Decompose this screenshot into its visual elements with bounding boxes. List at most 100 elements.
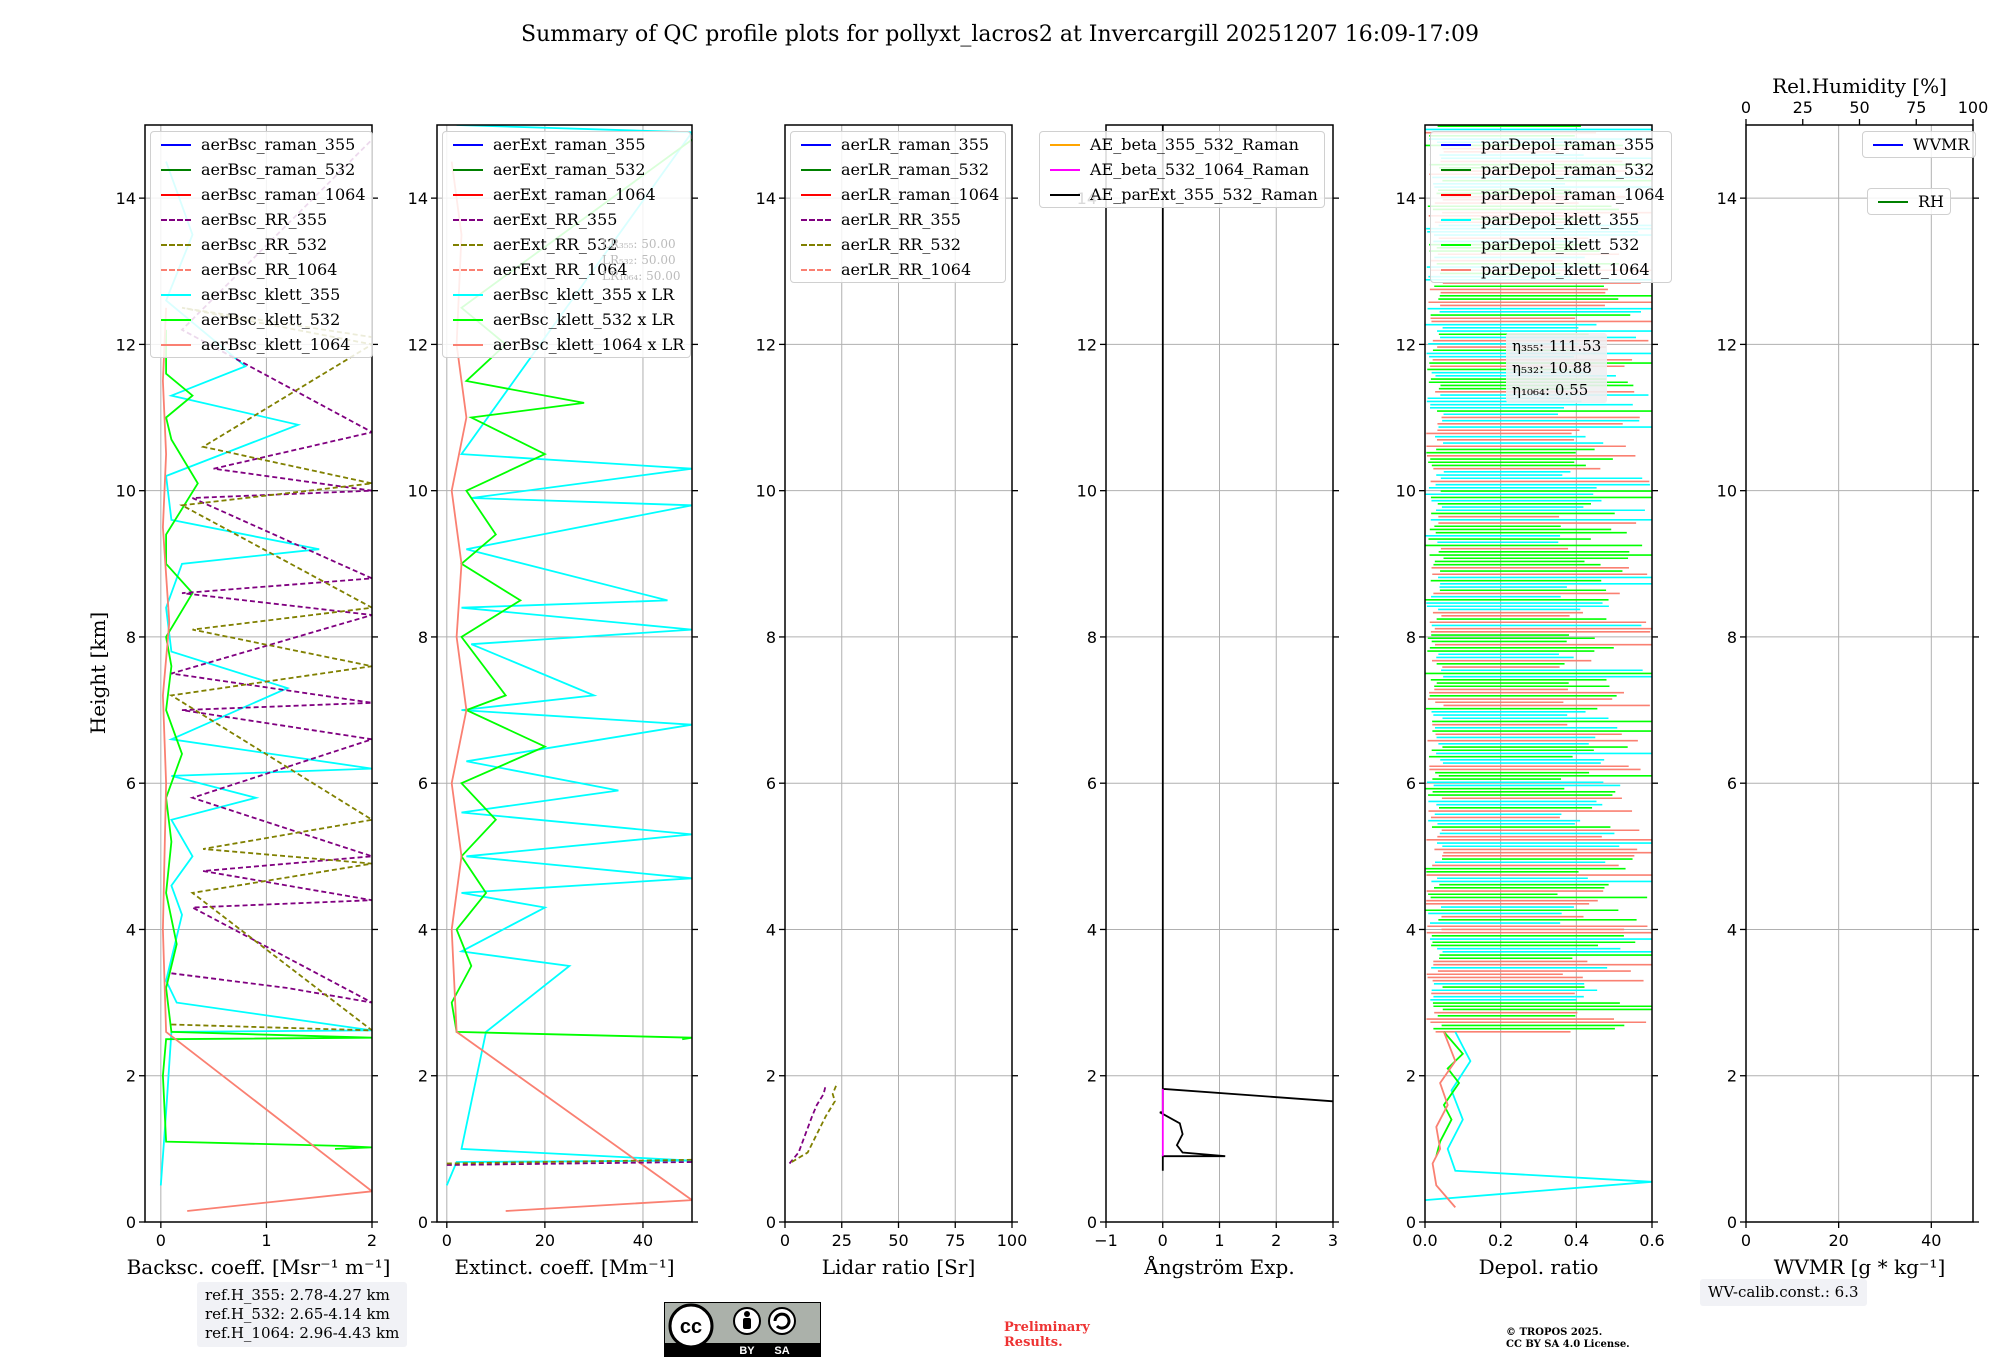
legend-swatch — [453, 168, 483, 171]
legend-swatch — [161, 193, 191, 196]
y-tick-label: 0 — [766, 1213, 776, 1232]
legend-entry: aerBsc_klett_355 — [151, 282, 372, 307]
ref-height-532: ref.H_532: 2.65-4.14 km — [205, 1305, 390, 1323]
eta-label: η₁₀₆₄: 0.55 — [1512, 381, 1589, 399]
cc-by-label: BY — [739, 1345, 755, 1357]
y-tick-label: 4 — [1087, 920, 1097, 939]
cc-sa-label: SA — [774, 1345, 789, 1357]
eta-label: η₅₃₂: 10.88 — [1512, 359, 1592, 377]
legend-entry: aerBsc_klett_1064 — [151, 332, 372, 357]
legend-label: aerBsc_RR_532 — [201, 235, 328, 254]
legend-swatch — [161, 343, 191, 346]
y-tick-label: 12 — [1077, 335, 1097, 354]
panel-frame — [1424, 124, 1653, 1223]
x-tick-label: 2 — [1271, 1231, 1281, 1250]
legend-swatch — [1050, 193, 1080, 196]
x-tick-label: 0 — [1158, 1231, 1168, 1250]
legend-label: AE_parExt_355_532_Raman — [1090, 185, 1318, 204]
series-group-bsc — [159, 138, 372, 1212]
panel-frame — [436, 124, 693, 1223]
legend-label: aerExt_RR_355 — [493, 210, 618, 229]
legend-swatch — [453, 318, 483, 321]
x-tick-label: 50 — [888, 1231, 908, 1250]
legend-swatch — [453, 293, 483, 296]
y-tick-label: 14 — [1396, 189, 1416, 208]
legend-label: aerExt_raman_1064 — [493, 185, 656, 204]
x-tick-label: 20 — [1828, 1231, 1848, 1250]
legend-label: RH — [1918, 192, 1944, 211]
x-tick-label: 0 — [156, 1231, 166, 1250]
ref-height-1064: ref.H_1064: 2.96-4.43 km — [205, 1324, 400, 1342]
preliminary-note: Preliminary Results. — [1004, 1320, 1090, 1350]
legend-label: parDepol_klett_532 — [1481, 235, 1640, 254]
legend-swatch — [453, 243, 483, 246]
y-tick-label: 10 — [1396, 482, 1416, 501]
legend-entry: aerBsc_klett_532 — [151, 307, 372, 332]
figure-title: Summary of QC profile plots for pollyxt_… — [521, 22, 1479, 47]
legend-entry: aerBsc_raman_355 — [151, 132, 372, 157]
panel-frame — [1745, 124, 1974, 1223]
series-line-aerBsc_klett_355 — [159, 161, 372, 1186]
legend-entry: AE_beta_532_1064_Raman — [1040, 157, 1324, 182]
cc-logo-icon — [668, 1303, 714, 1349]
y-tick-label: 2 — [126, 1067, 136, 1086]
legend-entry: aerExt_RR_355 — [443, 207, 690, 232]
legend-label: aerBsc_klett_532 — [201, 310, 341, 329]
y-tick-label: 2 — [1406, 1067, 1416, 1086]
legend-swatch — [801, 243, 831, 246]
rh-axis-label: Rel.Humidity [%] — [1772, 74, 1947, 98]
legend-label: aerBsc_RR_355 — [201, 210, 328, 229]
y-tick-label: 12 — [1717, 335, 1737, 354]
panel-frame — [144, 124, 373, 1223]
series-line-parDepol_klett_355 — [1425, 1031, 1652, 1201]
series-line-AE_parExt_355_532_Raman — [1159, 125, 1333, 1171]
y-tick-label: 0 — [418, 1213, 428, 1232]
panel-wv: 0 2 4 6 8 10 12 14 0 20 40 WVMR [g * kg⁻¹] 0 25 50 75 10… — [1717, 74, 1989, 1279]
legend-entry: parDepol_raman_355 — [1431, 132, 1671, 157]
series-line-aerBsc_RR_355 — [171, 138, 372, 1004]
legend-swatch — [1441, 218, 1471, 221]
y-tick-label: 0 — [1727, 1213, 1737, 1232]
legend-label: aerExt_RR_1064 — [493, 260, 628, 279]
legend-entry: aerExt_raman_355 — [443, 132, 690, 157]
copyright-line-1: © TROPOS 2025. — [1506, 1327, 1603, 1338]
legend-swatch — [161, 143, 191, 146]
y-tick-label: 4 — [126, 920, 136, 939]
legend-entry: aerLR_RR_532 — [791, 232, 1005, 257]
legend-swatch — [1878, 200, 1908, 203]
y-tick-label: 8 — [1727, 628, 1737, 647]
x-tick-label: 20 — [535, 1231, 555, 1250]
series-group-lr — [788, 1082, 839, 1165]
legend-label: parDepol_klett_355 — [1481, 210, 1640, 229]
y-tick-label: 10 — [116, 482, 136, 501]
copyright-line-2: CC BY SA 4.0 License. — [1506, 1339, 1630, 1350]
y-tick-label: 6 — [418, 774, 428, 793]
x-axis-label-bsc: Backsc. coeff. [Msr⁻¹ m⁻¹] — [127, 1255, 391, 1279]
legend-label: aerBsc_klett_355 — [201, 285, 341, 304]
cc-logo-mark: cc — [680, 1316, 702, 1338]
legend-entry: AE_parExt_355_532_Raman — [1040, 182, 1324, 207]
legend-label: aerBsc_klett_1064 x LR — [493, 335, 685, 354]
legend-label: aerBsc_klett_355 x LR — [493, 285, 675, 304]
eta-label: η₃₅₅: 111.53 — [1512, 337, 1602, 355]
legend-swatch — [1050, 168, 1080, 171]
x-tick-label: 25 — [832, 1231, 852, 1250]
legend-label: AE_beta_355_532_Raman — [1090, 135, 1299, 154]
legend-label: aerBsc_klett_1064 — [201, 335, 351, 354]
y-tick-label: 8 — [766, 628, 776, 647]
x-tick-label: 2 — [367, 1231, 377, 1250]
y-tick-label: 12 — [756, 335, 776, 354]
legend-depol: parDepol_raman_355 parDepol_raman_532 parD… — [1430, 131, 1672, 283]
legend-swatch — [453, 143, 483, 146]
legend-bsc: aerBsc_raman_355 aerBsc_raman_532 aerBsc_r… — [150, 131, 373, 358]
x-tick-label: 0 — [780, 1231, 790, 1250]
x-tick-label: 1 — [1214, 1231, 1224, 1250]
legend-swatch — [1441, 243, 1471, 246]
x-tick-label: 0.6 — [1639, 1231, 1664, 1250]
series-line-aerExt_RR_532 — [446, 1158, 692, 1165]
legend-wv: WVMR — [1862, 131, 1977, 158]
legend-rh: RH — [1867, 188, 1951, 215]
y-tick-label: 10 — [1717, 482, 1737, 501]
legend-swatch — [1441, 168, 1471, 171]
legend-entry: aerExt_RR_1064 — [443, 257, 690, 282]
